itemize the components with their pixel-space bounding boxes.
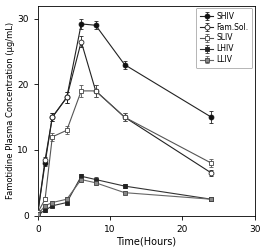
Legend: SHIV, Fam.Sol., SLIV, LHIV, LLIV: SHIV, Fam.Sol., SLIV, LHIV, LLIV <box>196 8 252 68</box>
X-axis label: Time(Hours): Time(Hours) <box>116 236 176 246</box>
Y-axis label: Famotidine Plasma Concentration (μg/mL): Famotidine Plasma Concentration (μg/mL) <box>6 22 15 199</box>
